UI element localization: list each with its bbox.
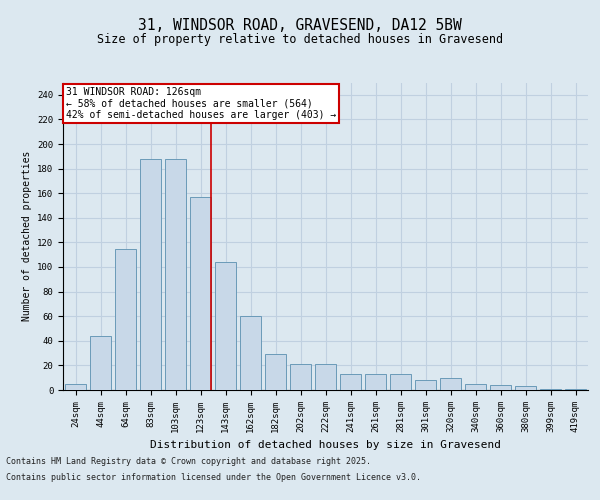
Bar <box>365 374 386 390</box>
Bar <box>490 385 511 390</box>
Bar <box>165 159 186 390</box>
Y-axis label: Number of detached properties: Number of detached properties <box>22 151 32 322</box>
Bar <box>140 159 161 390</box>
Bar <box>315 364 336 390</box>
Bar <box>540 389 561 390</box>
Text: 31, WINDSOR ROAD, GRAVESEND, DA12 5BW: 31, WINDSOR ROAD, GRAVESEND, DA12 5BW <box>138 18 462 32</box>
Text: Size of property relative to detached houses in Gravesend: Size of property relative to detached ho… <box>97 32 503 46</box>
Bar <box>115 248 136 390</box>
Bar <box>565 389 586 390</box>
Bar <box>415 380 436 390</box>
X-axis label: Distribution of detached houses by size in Gravesend: Distribution of detached houses by size … <box>150 440 501 450</box>
Bar <box>240 316 261 390</box>
Bar <box>265 354 286 390</box>
Bar <box>65 384 86 390</box>
Bar <box>215 262 236 390</box>
Bar <box>190 197 211 390</box>
Bar <box>465 384 486 390</box>
Bar <box>440 378 461 390</box>
Bar <box>390 374 411 390</box>
Text: Contains HM Land Registry data © Crown copyright and database right 2025.: Contains HM Land Registry data © Crown c… <box>6 458 371 466</box>
Text: Contains public sector information licensed under the Open Government Licence v3: Contains public sector information licen… <box>6 472 421 482</box>
Bar <box>90 336 111 390</box>
Bar <box>515 386 536 390</box>
Text: 31 WINDSOR ROAD: 126sqm
← 58% of detached houses are smaller (564)
42% of semi-d: 31 WINDSOR ROAD: 126sqm ← 58% of detache… <box>65 87 336 120</box>
Bar <box>290 364 311 390</box>
Bar <box>340 374 361 390</box>
